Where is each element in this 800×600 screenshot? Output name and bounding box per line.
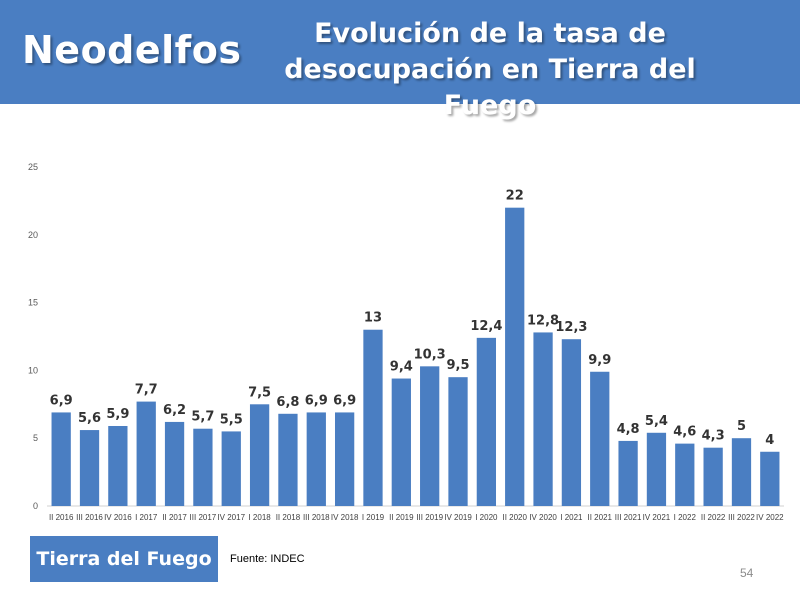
data-label: 12,3 (555, 320, 587, 335)
bar (51, 412, 71, 506)
data-label: 6,9 (305, 393, 328, 408)
data-label: 5,6 (78, 411, 101, 426)
bar (476, 337, 497, 506)
x-tick-label: IV 2021 (643, 513, 671, 522)
data-label: 6,9 (50, 393, 73, 408)
data-label: 5 (737, 419, 746, 434)
x-tick-label: I 2018 (248, 513, 271, 522)
x-tick-label: I 2021 (560, 513, 583, 522)
bar (136, 401, 156, 506)
bar (221, 431, 241, 506)
header-bar: Neodelfos Evolución de la tasa de desocu… (0, 0, 800, 121)
x-tick-label: I 2019 (362, 513, 385, 522)
data-label: 5,4 (645, 414, 668, 429)
x-tick-label: II 2021 (588, 513, 613, 522)
slide-title-line-1: Evolución de la tasa de (314, 18, 666, 49)
bar (334, 412, 355, 506)
x-tick-label: IV 2016 (104, 513, 132, 522)
bar (363, 329, 383, 506)
data-label: 4 (765, 433, 774, 448)
data-label: 12,4 (470, 319, 502, 334)
bar (420, 366, 440, 506)
data-label: 6,8 (276, 395, 299, 410)
bar (505, 207, 525, 506)
bar (278, 413, 298, 506)
x-tick-label: III 2018 (303, 513, 330, 522)
x-tick-label: IV 2020 (529, 513, 557, 522)
bar (590, 371, 610, 506)
x-tick-label: II 2017 (162, 513, 187, 522)
data-label: 7,7 (135, 383, 158, 398)
data-label: 22 (506, 189, 524, 204)
y-tick-label: 20 (28, 230, 38, 240)
x-tick-label: III 2022 (728, 513, 755, 522)
data-label: 6,2 (163, 403, 186, 418)
bar (108, 425, 128, 506)
data-label: 9,5 (447, 358, 470, 373)
y-tick-label: 10 (28, 365, 38, 375)
bar (79, 430, 100, 506)
source-note: Fuente: INDEC (230, 553, 305, 565)
y-tick-label: 25 (28, 162, 38, 172)
y-tick-label: 0 (33, 501, 38, 511)
x-tick-label: II 2016 (49, 513, 74, 522)
x-tick-label: IV 2018 (331, 513, 359, 522)
y-tick-label: 15 (28, 298, 38, 308)
data-label: 4,8 (617, 422, 640, 437)
data-label: 5,5 (220, 412, 243, 427)
data-label: 9,9 (588, 353, 611, 368)
data-label: 12,8 (527, 313, 559, 328)
region-badge: Tierra del Fuego (30, 536, 218, 582)
y-tick-label: 5 (33, 433, 38, 443)
bar (618, 440, 638, 506)
brand-title: Neodelfos (22, 28, 242, 72)
x-tick-label: III 2016 (76, 513, 103, 522)
x-tick-label: IV 2017 (217, 513, 245, 522)
x-tick-label: I 2017 (135, 513, 158, 522)
x-tick-label: IV 2022 (756, 513, 784, 522)
data-label: 9,4 (390, 360, 413, 375)
bar (760, 451, 780, 506)
bar (448, 377, 468, 506)
slide-title-line-2: desocupación en Tierra del Fuego (284, 54, 696, 121)
bar (675, 443, 695, 506)
bar (306, 412, 326, 506)
bar (164, 421, 185, 506)
x-tick-label: I 2020 (475, 513, 498, 522)
data-label: 4,3 (702, 429, 725, 444)
x-tick-label: II 2020 (502, 513, 527, 522)
x-tick-label: III 2019 (416, 513, 443, 522)
bar (561, 339, 582, 506)
data-label: 10,3 (414, 347, 446, 362)
bar (249, 404, 270, 506)
bar (193, 428, 213, 506)
unemployment-bar-chart: 0 5 10 15 20 25 6,9 II 2016 5,6 III 2016 5,9 IV 201… (28, 162, 784, 522)
bar (646, 432, 667, 506)
x-tick-label: II 2019 (389, 513, 414, 522)
data-label: 7,5 (248, 385, 271, 400)
x-tick-label: I 2022 (674, 513, 697, 522)
x-tick-label: IV 2019 (444, 513, 472, 522)
page-number: 54 (740, 566, 754, 580)
slide-title: Evolución de la tasa de desocupación en … (240, 16, 740, 124)
data-label: 6,9 (333, 393, 356, 408)
x-tick-label: II 2022 (701, 513, 726, 522)
x-tick-label: III 2021 (615, 513, 642, 522)
data-label: 5,7 (191, 410, 214, 425)
x-tick-label: II 2018 (276, 513, 301, 522)
bar (533, 332, 553, 506)
data-label: 4,6 (673, 425, 696, 440)
x-tick-label: III 2017 (190, 513, 217, 522)
bar (391, 378, 411, 506)
data-label: 5,9 (106, 407, 129, 422)
bar (703, 447, 723, 506)
bar (731, 438, 752, 506)
data-label: 13 (364, 311, 382, 326)
